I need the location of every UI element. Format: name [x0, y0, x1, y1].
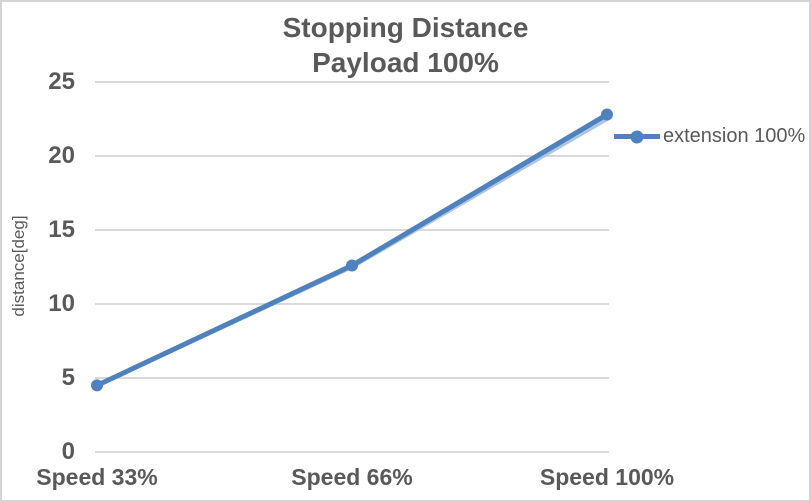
x-axis-category-label: Speed 33%: [36, 464, 158, 490]
legend-dot-icon: [630, 130, 644, 143]
y-axis-tick-label: 10: [48, 290, 75, 317]
data-point-marker: [601, 108, 613, 121]
legend: extension 100%: [614, 125, 805, 148]
y-axis-tick-label: 20: [48, 142, 75, 169]
chart-title-block: Stopping Distance Payload 100%: [2, 10, 809, 80]
y-axis-tick-label: 0: [61, 438, 75, 465]
y-axis-tick-label: 5: [61, 364, 75, 391]
legend-series-label: extension 100%: [663, 125, 806, 147]
data-point-marker: [346, 259, 358, 272]
y-axis-tick-label: 15: [48, 216, 75, 243]
x-axis-category-label: Speed 66%: [291, 464, 413, 490]
x-axis-category-label: Speed 100%: [539, 464, 675, 490]
y-axis-tick-label: 25: [48, 68, 75, 95]
legend-line-marker-icon: [614, 130, 660, 143]
chart-title: Stopping Distance: [282, 12, 529, 43]
data-point-marker: [91, 379, 103, 392]
chart-subtitle: Payload 100%: [312, 47, 499, 78]
